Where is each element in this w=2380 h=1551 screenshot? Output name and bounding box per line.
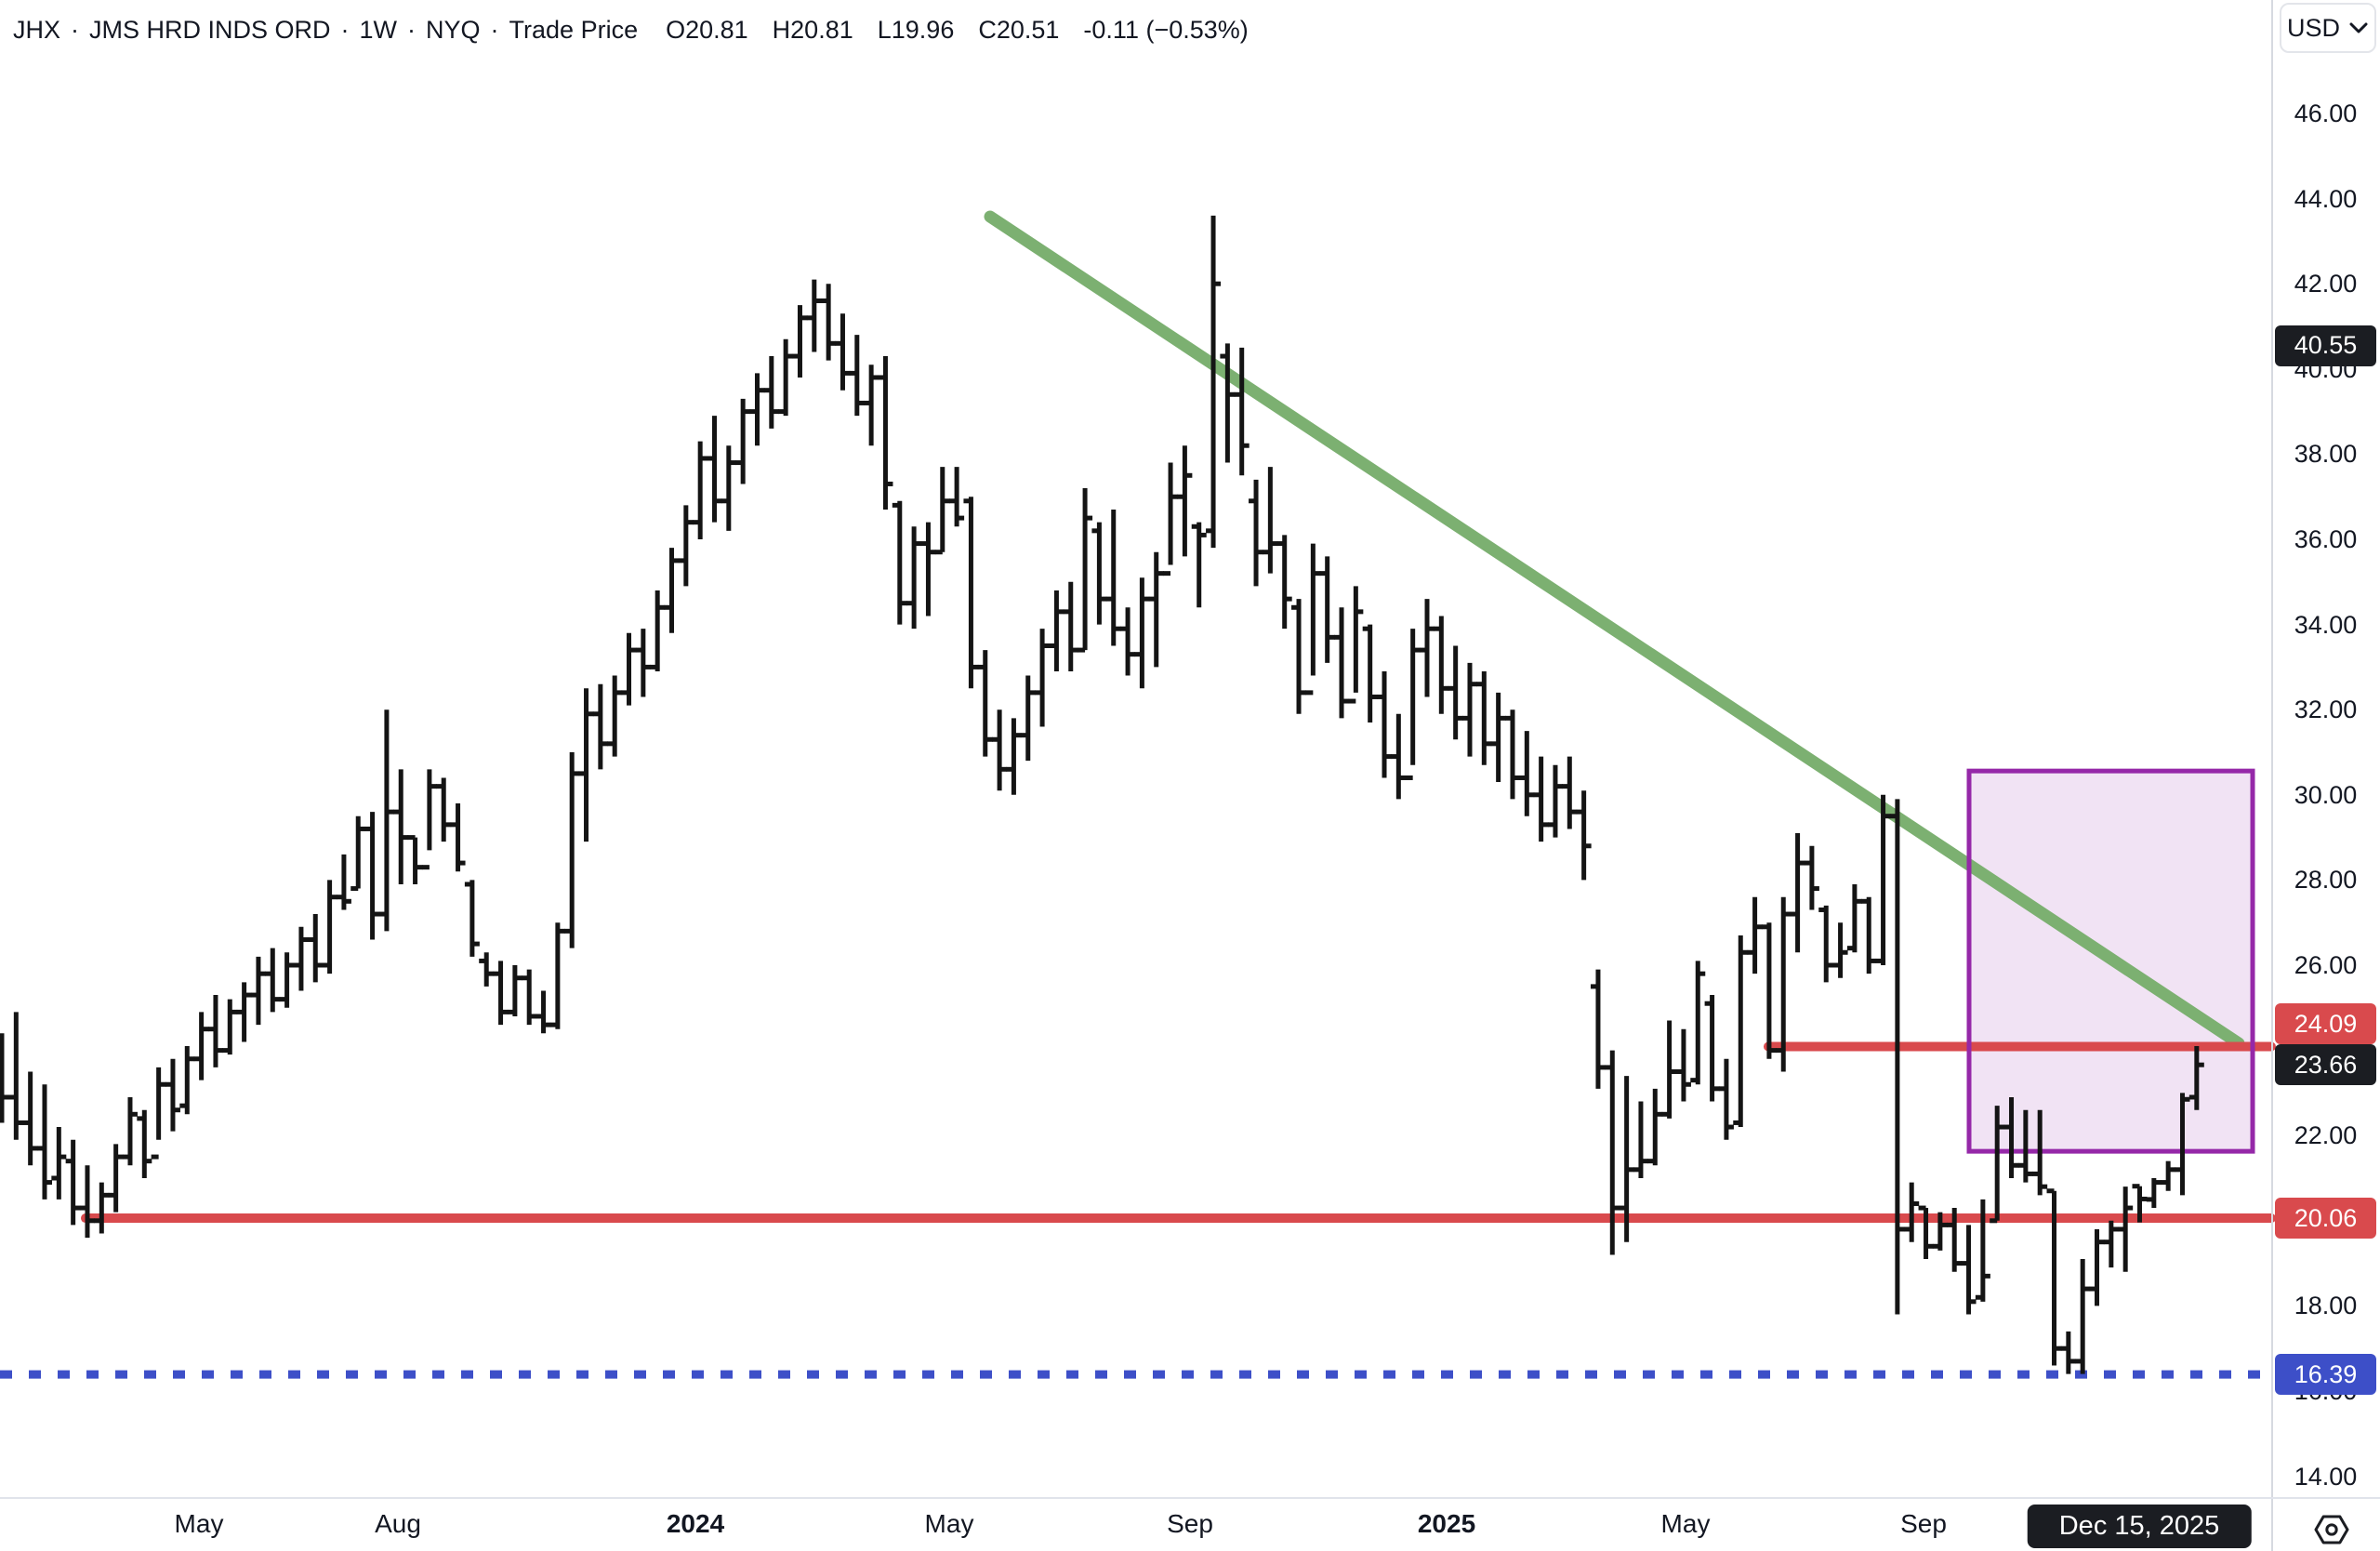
price-level-badge: 24.09 <box>2275 1003 2376 1044</box>
time-axis-label: 2025 <box>1417 1509 1476 1538</box>
price-tick-label: 28.00 <box>2294 866 2358 895</box>
time-axis-label: Aug <box>375 1509 421 1538</box>
currency-label: USD <box>2286 13 2340 42</box>
price-tick-label: 22.00 <box>2294 1121 2358 1150</box>
price-tick-label: 46.00 <box>2294 99 2358 127</box>
price-tick-label: 32.00 <box>2294 696 2358 724</box>
price-tick-label: 26.00 <box>2294 951 2358 979</box>
price-tick-label: 38.00 <box>2294 440 2358 469</box>
price-tick-label: 34.00 <box>2294 610 2358 639</box>
time-axis-label: Sep <box>1167 1509 1213 1538</box>
time-axis-label: May <box>924 1509 974 1538</box>
legend-separator: · <box>71 15 80 44</box>
price-tick-label: 18.00 <box>2294 1292 2358 1320</box>
symbol-ticker[interactable]: JHX <box>13 15 61 44</box>
symbol-description: JMS HRD INDS ORD <box>89 15 331 44</box>
time-axis-label: Sep <box>1900 1509 1947 1538</box>
symbol-legend[interactable]: JHX · JMS HRD INDS ORD · 1W · NYQ · Trad… <box>13 11 1249 48</box>
exchange-label: NYQ <box>426 15 481 44</box>
price-tick-label: 44.00 <box>2294 184 2358 213</box>
close-value: C20.51 <box>978 15 1060 44</box>
price-tick-label: 36.00 <box>2294 525 2358 553</box>
price-level-badge: 23.66 <box>2275 1044 2376 1086</box>
interval-label[interactable]: 1W <box>359 15 398 44</box>
chart-settings-button[interactable] <box>2311 1509 2352 1550</box>
high-value: H20.81 <box>772 15 853 44</box>
price-tick-label: 42.00 <box>2294 270 2358 298</box>
price-axis-separator <box>2271 0 2273 1551</box>
time-axis-separator <box>0 1497 2380 1499</box>
price-tick-label: 30.00 <box>2294 780 2358 809</box>
currency-menu-button[interactable]: USD <box>2280 3 2376 53</box>
legend-separator: · <box>407 15 416 44</box>
series-type-label: Trade Price <box>509 15 639 44</box>
time-axis[interactable]: May Aug 2024 May Sep 2025 May Sep <box>0 1497 2271 1551</box>
low-value: L19.96 <box>877 15 955 44</box>
price-tick-label: 14.00 <box>2294 1462 2358 1491</box>
chevron-down-icon <box>2349 22 2368 33</box>
gear-icon <box>2314 1515 2349 1544</box>
time-axis-label: May <box>174 1509 224 1538</box>
price-level-badge: 20.06 <box>2275 1198 2376 1239</box>
change-value: -0.11 (−0.53%) <box>1083 15 1249 44</box>
open-value: O20.81 <box>666 15 748 44</box>
crosshair-date-badge: Dec 15, 2025 <box>2027 1505 2252 1548</box>
legend-separator: · <box>340 15 350 44</box>
price-axis[interactable]: 46.00 44.00 42.00 40.00 38.00 36.00 34.00 32.00… <box>2271 0 2380 1551</box>
legend-separator: · <box>490 15 499 44</box>
time-axis-label: 2024 <box>666 1509 725 1538</box>
time-axis-label: May <box>1660 1509 1711 1538</box>
price-level-badge: 40.55 <box>2275 325 2376 366</box>
price-level-badge: 16.39 <box>2275 1354 2376 1396</box>
